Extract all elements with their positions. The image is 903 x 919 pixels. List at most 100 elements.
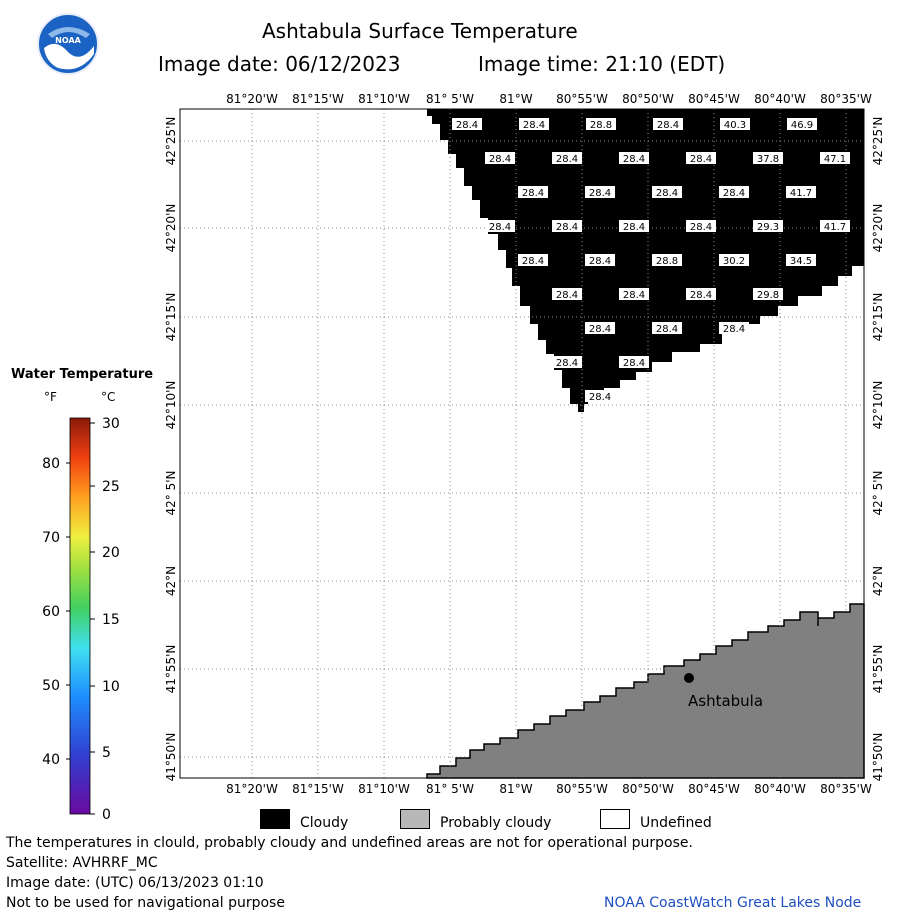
city-marker-icon — [684, 673, 694, 683]
lat-label: 42°20'N — [164, 204, 178, 253]
svg-text:28.4: 28.4 — [623, 290, 645, 301]
temperature-value: 28.4 — [619, 288, 649, 301]
temperature-value: 28.4 — [585, 322, 615, 335]
svg-text:28.4: 28.4 — [589, 256, 611, 267]
svg-text:28.4: 28.4 — [556, 290, 578, 301]
lat-label: 42°N — [164, 566, 178, 596]
probably-cloudy-label: Probably cloudy — [440, 815, 552, 831]
lon-label: 80°50'W — [622, 92, 674, 106]
svg-text:37.8: 37.8 — [757, 154, 779, 165]
undefined-swatch — [600, 809, 630, 829]
lat-label: 42° 5'N — [871, 471, 885, 516]
lon-label: 81°10'W — [358, 92, 410, 106]
lon-label: 81°15'W — [292, 782, 344, 796]
temperature-value: 28.4 — [686, 288, 716, 301]
temperature-value: 28.4 — [653, 118, 683, 131]
temperature-value: 28.4 — [552, 152, 582, 165]
svg-text:28.4: 28.4 — [657, 120, 679, 131]
lat-label: 42°N — [871, 566, 885, 596]
svg-text:28.8: 28.8 — [590, 120, 612, 131]
lon-label: 80°40'W — [754, 782, 806, 796]
temperature-value: 28.4 — [686, 152, 716, 165]
temperature-value: 28.4 — [552, 356, 582, 369]
temperature-value: 28.4 — [585, 390, 615, 403]
temperature-value: 40.3 — [720, 118, 750, 131]
lat-label: 41°55'N — [164, 645, 178, 694]
svg-text:28.4: 28.4 — [489, 222, 511, 233]
lat-label: 42°20'N — [871, 204, 885, 253]
lat-label: 42°15'N — [871, 293, 885, 342]
probably-cloudy-swatch — [400, 809, 430, 829]
temperature-value: 41.7 — [820, 220, 850, 233]
temperature-value: 28.4 — [652, 186, 682, 199]
svg-text:29.8: 29.8 — [757, 290, 779, 301]
lat-label: 41°50'N — [871, 733, 885, 782]
lon-label: 81° 5'W — [426, 782, 474, 796]
disclaimer-text: The temperatures in clould, probably clo… — [6, 835, 693, 851]
temperature-value: 28.4 — [719, 186, 749, 199]
legend-unit-c: °C — [101, 390, 116, 404]
lat-label: 41°55'N — [871, 645, 885, 694]
lat-label: 42°25'N — [164, 117, 178, 166]
satellite-text: Satellite: AVHRRF_MC — [6, 855, 158, 871]
temperature-value: 28.4 — [585, 254, 615, 267]
temperature-value: 28.4 — [552, 288, 582, 301]
lon-label: 81°W — [499, 782, 532, 796]
credit-link[interactable]: NOAA CoastWatch Great Lakes Node — [604, 895, 862, 911]
svg-text:28.4: 28.4 — [690, 290, 712, 301]
navigation-warning: Not to be used for navigational purpose — [6, 895, 285, 911]
cloudy-region — [427, 109, 864, 412]
temperature-value: 47.1 — [820, 152, 850, 165]
temperature-value: 28.4 — [519, 118, 549, 131]
svg-text:28.4: 28.4 — [623, 222, 645, 233]
cloudy-label: Cloudy — [300, 815, 349, 831]
svg-text:28.4: 28.4 — [623, 154, 645, 165]
lat-label: 42°10'N — [871, 381, 885, 430]
image-time-label: Image time: 21:10 (EDT) — [478, 52, 726, 76]
lon-label: 81°20'W — [226, 782, 278, 796]
lon-label: 80°45'W — [688, 782, 740, 796]
page-title: Ashtabula Surface Temperature — [262, 19, 578, 43]
svg-text:28.4: 28.4 — [522, 188, 544, 199]
lon-label: 81°20'W — [226, 92, 278, 106]
temperature-value: 29.3 — [753, 220, 783, 233]
lon-label: 80°45'W — [688, 92, 740, 106]
temperature-value: 28.4 — [719, 322, 749, 335]
svg-text:40.3: 40.3 — [724, 120, 746, 131]
svg-text:46.9: 46.9 — [791, 120, 813, 131]
svg-text:34.5: 34.5 — [790, 256, 812, 267]
svg-text:28.4: 28.4 — [723, 324, 745, 335]
svg-text:28.4: 28.4 — [589, 324, 611, 335]
cloudy-swatch — [260, 809, 290, 829]
latitude-labels: 42°25'N 42°25'N 42°20'N 42°20'N 42°15'N 42°15… — [164, 117, 885, 782]
lon-label: 80°50'W — [622, 782, 674, 796]
temperature-value: 28.4 — [518, 254, 548, 267]
temperature-value: 28.4 — [485, 220, 515, 233]
lon-label: 81°W — [499, 92, 532, 106]
image-date-label: Image date: 06/12/2023 — [158, 52, 401, 76]
lon-label: 80°40'W — [754, 92, 806, 106]
svg-text:28.4: 28.4 — [556, 358, 578, 369]
temperature-value: 28.4 — [452, 118, 482, 131]
svg-text:28.4: 28.4 — [589, 188, 611, 199]
lon-label: 81°15'W — [292, 92, 344, 106]
svg-text:28.4: 28.4 — [523, 120, 545, 131]
svg-text:28.4: 28.4 — [656, 324, 678, 335]
longitude-labels: 81°20'W 81°20'W 81°15'W 81°15'W 81°10'W 81°10… — [226, 92, 872, 796]
temperature-value: 28.8 — [586, 118, 616, 131]
city-label: Ashtabula — [688, 692, 763, 710]
temperature-value: 28.4 — [652, 322, 682, 335]
temperature-value: 29.8 — [753, 288, 783, 301]
svg-text:47.1: 47.1 — [824, 154, 846, 165]
svg-text:28.4: 28.4 — [489, 154, 511, 165]
temperature-value: 28.4 — [619, 152, 649, 165]
temperature-value: 28.4 — [619, 220, 649, 233]
temperature-value: 28.4 — [619, 356, 649, 369]
lat-label: 42° 5'N — [164, 471, 178, 516]
legend-title: Water Temperature — [11, 367, 154, 382]
svg-text:28.4: 28.4 — [690, 154, 712, 165]
temperature-value: 28.4 — [552, 220, 582, 233]
svg-text:28.4: 28.4 — [623, 358, 645, 369]
svg-text:41.7: 41.7 — [790, 188, 812, 199]
map-frame — [179, 108, 865, 779]
